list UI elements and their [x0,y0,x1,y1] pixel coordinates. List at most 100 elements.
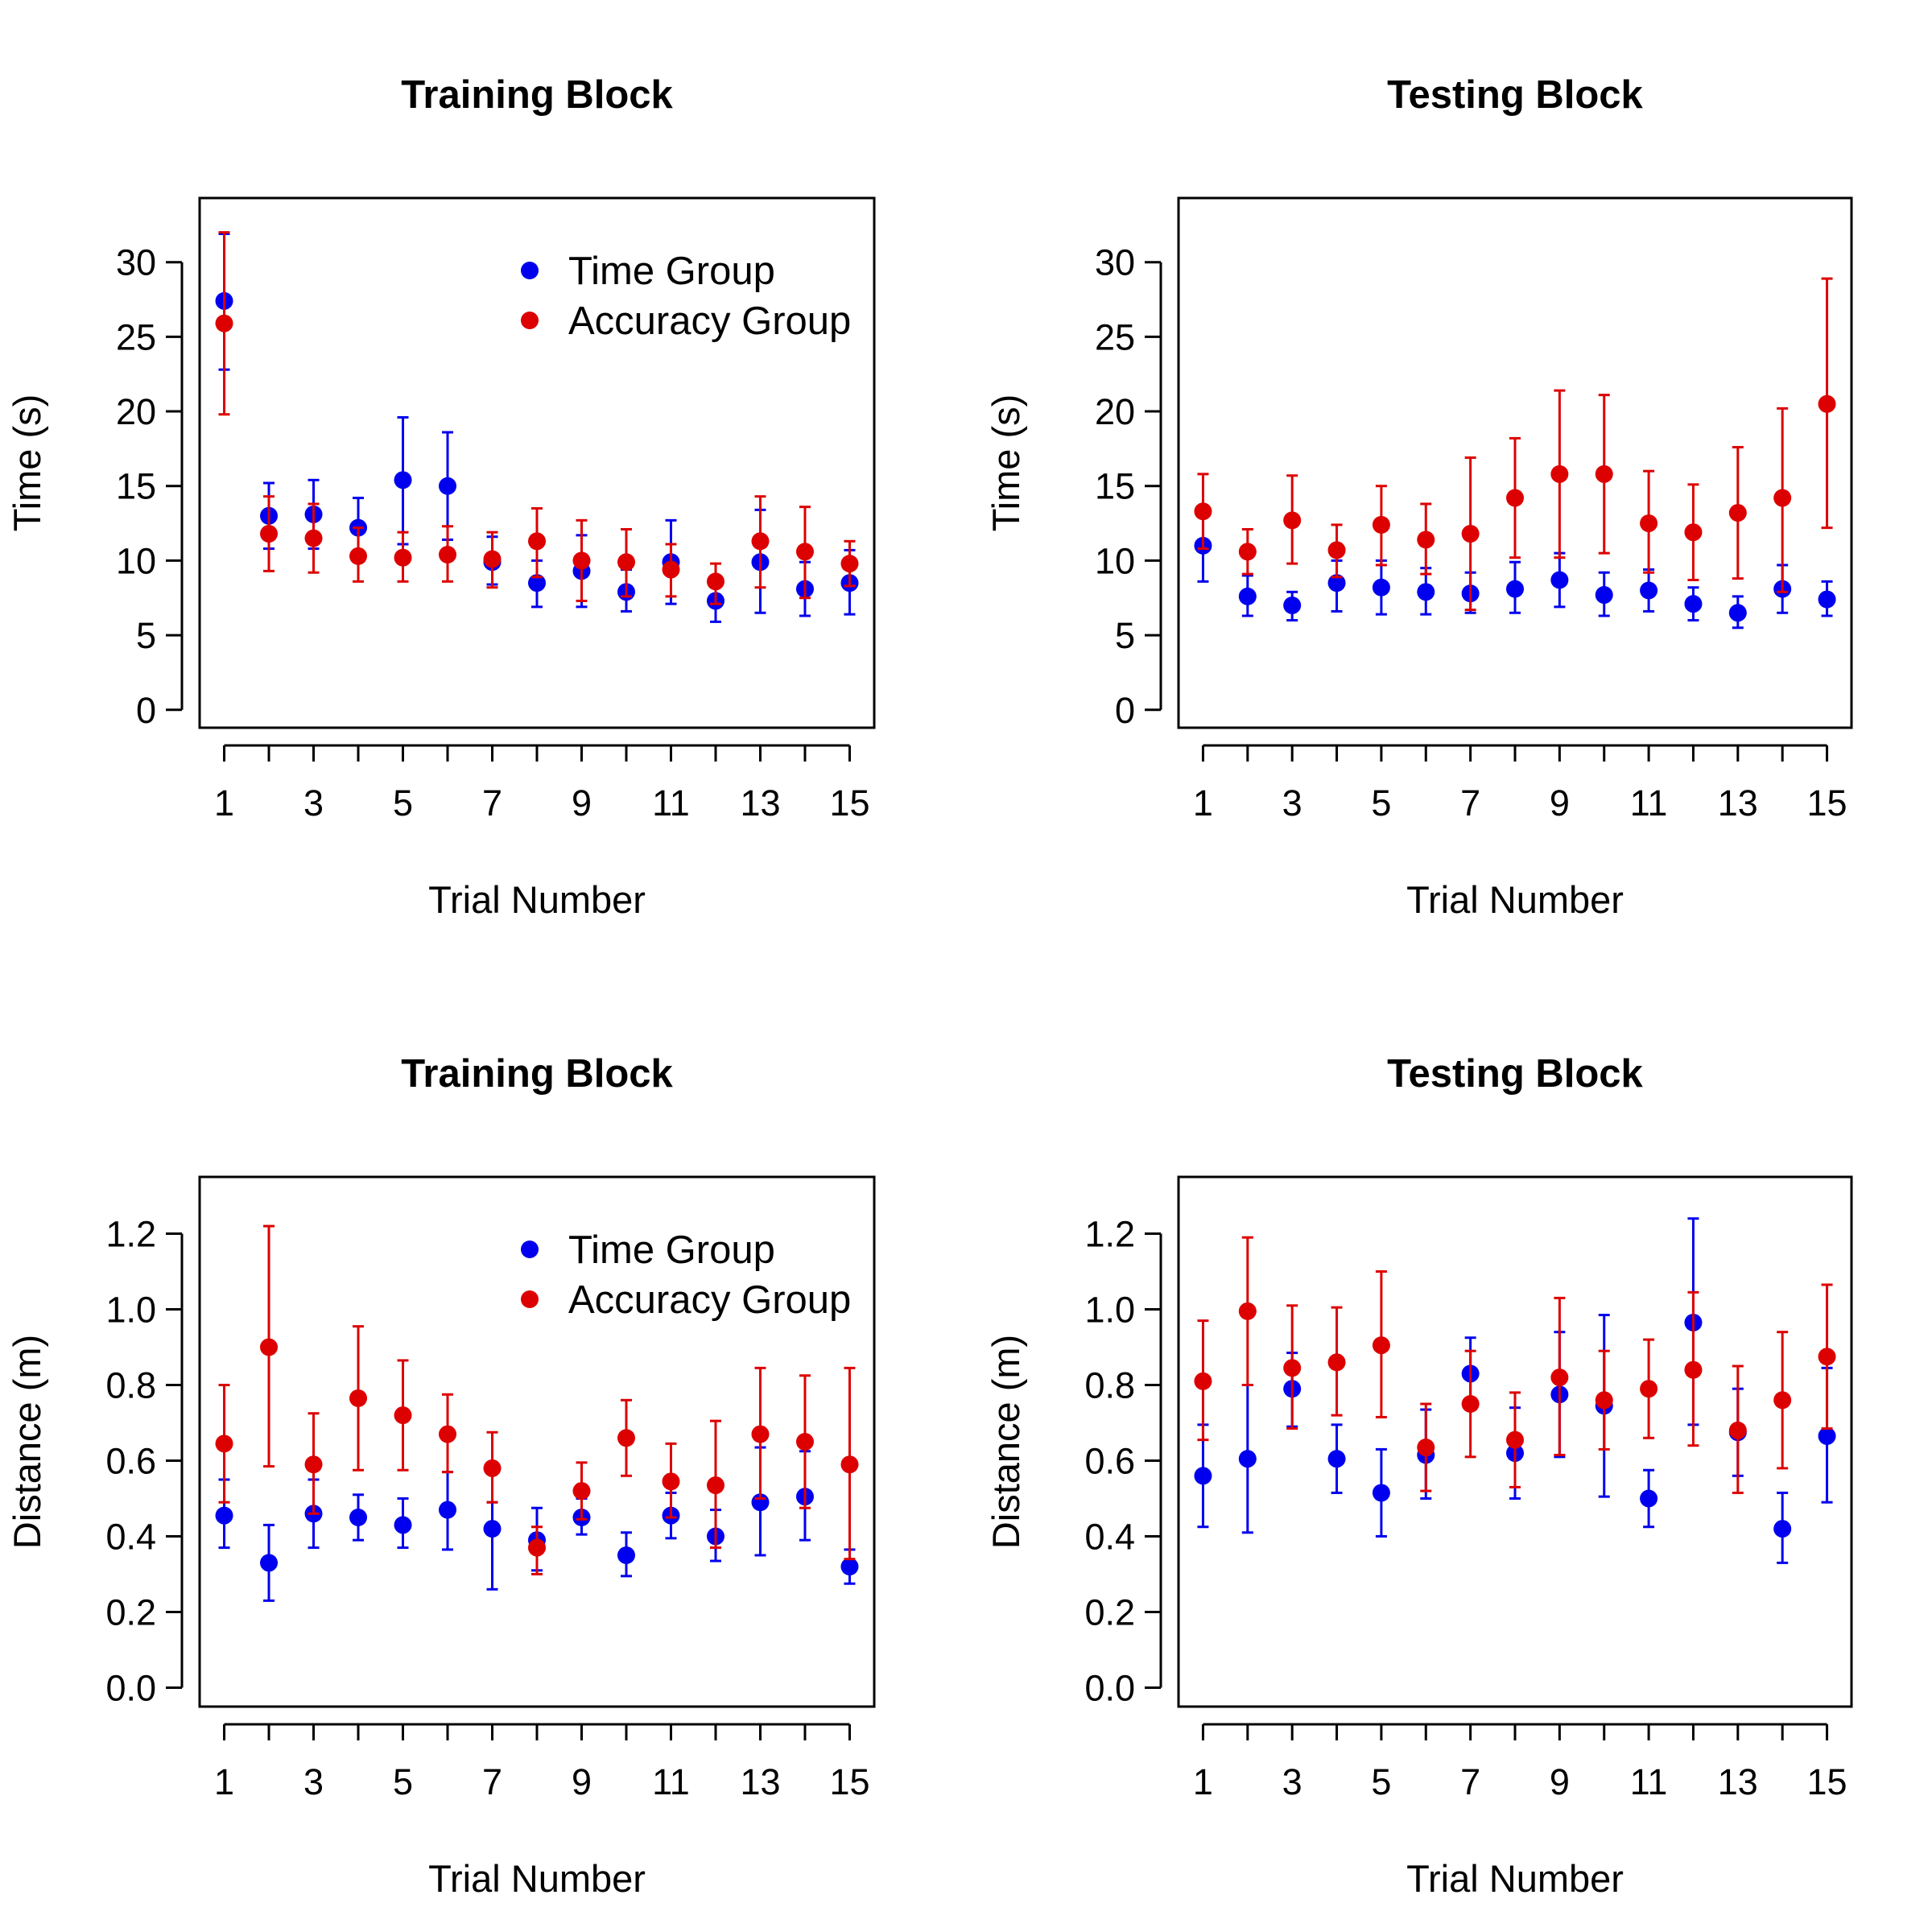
x-tick-label: 13 [740,1761,780,1802]
data-point [840,555,859,573]
y-tick-label: 30 [1095,242,1135,283]
y-tick-label: 0 [136,690,156,731]
data-point [1283,511,1302,530]
data-point [1327,541,1346,559]
data-point [215,1435,233,1453]
legend-marker [521,1241,539,1258]
legend-entry-accuracy-group: Accuracy Group [568,299,851,343]
data-point [1818,394,1836,413]
series-accuracy-group [215,1224,859,1575]
x-tick-label: 9 [572,782,592,824]
y-tick-label: 10 [1095,540,1135,581]
data-point [1595,464,1613,483]
data-point [1773,1520,1792,1538]
legend: Time Group Accuracy Group [521,250,851,343]
x-tick-label: 5 [393,782,413,824]
x-tick-label: 11 [1630,1761,1668,1802]
data-point [483,1520,502,1538]
data-point [1506,1430,1524,1449]
y-tick-label: 0.4 [1084,1517,1135,1558]
y-tick-label: 1.0 [105,1290,156,1331]
data-point [751,1425,770,1443]
data-point [1194,1467,1212,1485]
legend-marker [521,312,539,329]
plot-frame [1177,196,1853,729]
legend: Time Group Accuracy Group [521,1228,851,1322]
data-point [1461,1395,1480,1413]
panel-title: Training Block [401,73,673,117]
y-axis-label: Time (s) [985,394,1027,532]
data-point [1327,1450,1346,1468]
data-point [215,314,233,332]
y-tick-label: 20 [116,391,156,432]
y-axis-label: Distance (m) [985,1335,1027,1549]
data-point [349,547,368,565]
y-tick-label: 0.2 [1084,1592,1135,1633]
data-point [1238,543,1257,561]
data-point [662,1472,680,1491]
x-tick-label: 3 [303,782,324,824]
y-tick-label: 30 [116,242,156,283]
data-point [1595,586,1613,605]
y-tick-label: 0.2 [105,1592,156,1633]
data-point [1283,597,1302,615]
x-tick-label: 1 [214,782,234,824]
data-point [483,550,502,568]
plot-frame [1177,1175,1853,1708]
data-point [1773,489,1792,507]
data-point [439,1501,457,1519]
y-axis-label: Time (s) [6,394,48,532]
data-point [1417,530,1435,549]
data-point [260,1554,279,1572]
data-point [1372,515,1390,534]
data-point [572,1482,591,1501]
y-tick-label: 1.2 [105,1214,156,1255]
data-point [840,1558,859,1576]
series-accuracy-group [1194,277,1836,612]
data-point [1550,571,1569,589]
legend-marker [521,1290,539,1308]
y-tick-label: 0.6 [1084,1441,1135,1482]
x-tick-label: 7 [482,1761,502,1802]
data-point [662,560,680,579]
legend-entry-time-group: Time Group [568,1228,775,1272]
data-point [706,1476,724,1495]
plot-frame [198,196,876,729]
x-tick-label: 15 [1807,782,1847,824]
data-point [1728,1421,1747,1439]
data-point [1372,1484,1390,1502]
data-point [394,1406,412,1425]
y-tick-label: 20 [1095,391,1135,432]
x-tick-label: 7 [1460,1761,1480,1802]
y-tick-label: 5 [136,615,156,656]
x-tick-label: 13 [1718,1761,1758,1802]
y-tick-label: 1.2 [1084,1214,1135,1255]
data-point [394,471,412,489]
data-point [1238,587,1257,605]
x-tick-label: 5 [393,1761,413,1802]
data-point [1818,1348,1836,1366]
data-point [1327,1353,1346,1372]
data-point [1417,583,1435,601]
data-point [1372,1336,1390,1355]
data-point [349,1509,368,1526]
data-point [617,553,635,572]
panel-title: Testing Block [1387,1052,1643,1096]
data-point [1506,580,1524,598]
y-tick-label: 0.0 [1084,1668,1135,1709]
x-tick-label: 9 [1550,1761,1570,1802]
y-axis-label: Distance (m) [6,1335,48,1549]
series-accuracy-group [1194,1236,1836,1494]
legend-marker [521,262,539,279]
data-point [1684,595,1703,613]
x-tick-label: 15 [1807,1761,1847,1802]
x-tick-label: 1 [214,1761,234,1802]
data-point [1283,1359,1302,1377]
series-accuracy-group [215,231,859,605]
data-point [1684,1360,1703,1379]
data-point [1640,1489,1658,1508]
data-point [1684,523,1703,542]
data-point [1550,464,1569,483]
